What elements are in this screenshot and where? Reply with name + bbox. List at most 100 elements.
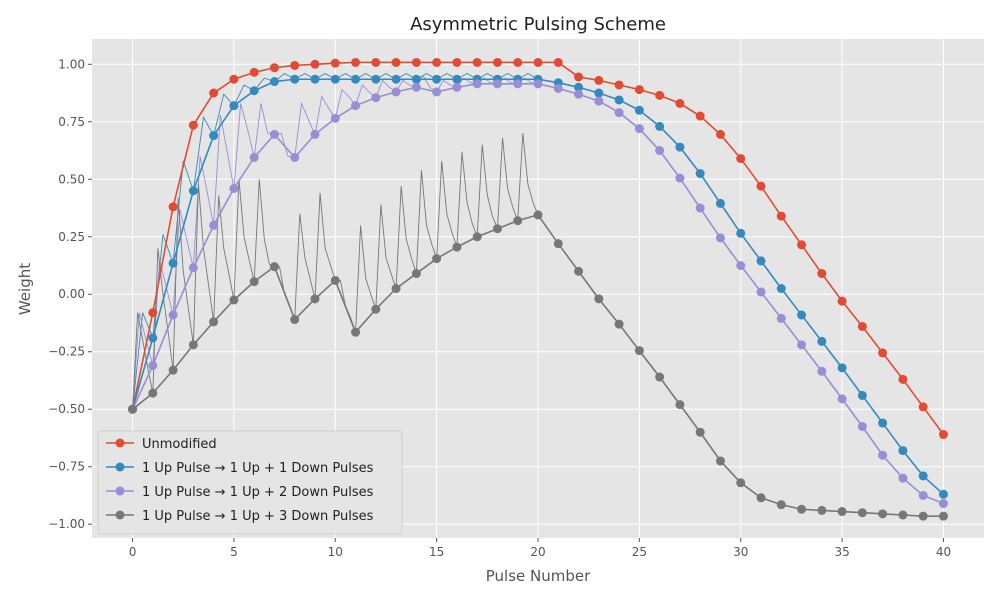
data-point	[878, 418, 888, 428]
data-point	[290, 74, 300, 84]
x-tick-label: 25	[632, 545, 647, 559]
data-point	[269, 77, 279, 87]
data-point	[188, 120, 198, 130]
data-point	[330, 275, 340, 285]
data-point	[837, 363, 847, 373]
data-point	[209, 88, 219, 98]
data-point	[351, 101, 361, 111]
y-axis-ticks: −1.00 −0.75 −0.50 −0.25 0.00 0.25 0.50 0.75 1.00	[48, 57, 92, 531]
legend-label: 1 Up Pulse → 1 Up + 3 Down Pulses	[142, 509, 374, 524]
data-point	[371, 93, 381, 103]
data-point	[351, 74, 361, 84]
data-point	[655, 90, 665, 100]
data-point	[776, 284, 786, 293]
data-point	[249, 67, 259, 77]
data-point	[553, 239, 563, 249]
legend-marker	[115, 462, 125, 472]
data-point	[148, 388, 158, 398]
data-point	[857, 508, 867, 518]
data-point	[432, 57, 442, 67]
data-point	[695, 111, 705, 121]
data-point	[695, 427, 705, 437]
data-point	[938, 430, 948, 440]
y-tick-label: −0.25	[48, 345, 85, 359]
data-point	[837, 394, 847, 404]
data-point	[857, 421, 867, 431]
data-point	[817, 366, 827, 376]
data-point	[249, 86, 259, 96]
data-point	[736, 154, 746, 164]
data-point	[391, 87, 401, 97]
data-point	[229, 183, 239, 193]
data-point	[452, 82, 462, 92]
data-point	[797, 310, 807, 320]
data-point	[310, 129, 320, 139]
data-point	[168, 365, 178, 375]
data-point	[736, 261, 746, 271]
data-point	[209, 131, 219, 141]
data-point	[432, 254, 442, 264]
data-point	[553, 83, 563, 93]
data-point	[229, 101, 239, 111]
data-point	[918, 402, 928, 412]
data-point	[817, 336, 827, 346]
y-tick-label: 0.75	[58, 115, 85, 129]
data-point	[675, 400, 685, 410]
data-point	[574, 266, 584, 276]
data-point	[634, 85, 644, 95]
data-point	[168, 310, 178, 320]
legend-marker	[115, 486, 125, 496]
data-point	[655, 146, 665, 156]
data-point	[533, 210, 543, 220]
data-point	[857, 390, 867, 400]
data-point	[269, 262, 279, 272]
data-point	[411, 57, 421, 67]
data-point	[634, 124, 644, 134]
data-point	[898, 446, 908, 456]
legend-label: 1 Up Pulse → 1 Up + 1 Down Pulses	[142, 461, 374, 476]
data-point	[168, 258, 178, 268]
data-point	[269, 63, 279, 73]
data-point	[675, 173, 685, 183]
data-point	[574, 72, 584, 82]
y-tick-label: −0.75	[48, 460, 85, 474]
data-point	[229, 74, 239, 84]
data-point	[249, 277, 259, 287]
data-point	[330, 58, 340, 68]
data-point	[513, 79, 523, 89]
data-point	[351, 57, 361, 67]
legend: Unmodified 1 Up Pulse → 1 Up + 1 Down Pul…	[97, 430, 403, 535]
data-point	[736, 228, 746, 238]
chart-title: Asymmetric Pulsing Scheme	[410, 14, 666, 35]
legend-label: 1 Up Pulse → 1 Up + 2 Down Pulses	[142, 485, 374, 500]
data-point	[310, 74, 320, 84]
data-point	[391, 284, 401, 293]
data-point	[492, 57, 502, 67]
data-point	[188, 340, 198, 350]
data-point	[249, 152, 259, 162]
data-point	[756, 181, 766, 191]
x-axis-ticks: 0 5 10 15 20 25 30 35 40	[129, 538, 951, 559]
data-point	[472, 57, 482, 67]
data-point	[148, 333, 158, 343]
x-tick-label: 15	[429, 545, 444, 559]
data-point	[188, 186, 198, 196]
data-point	[837, 296, 847, 306]
data-point	[898, 473, 908, 483]
data-point	[148, 308, 158, 318]
data-point	[837, 507, 847, 517]
data-point	[938, 489, 948, 499]
data-point	[634, 105, 644, 115]
data-point	[695, 169, 705, 179]
y-tick-label: 0.25	[58, 230, 85, 244]
data-point	[411, 269, 421, 279]
data-point	[938, 499, 948, 509]
data-point	[675, 98, 685, 108]
data-point	[209, 317, 219, 327]
data-point	[756, 493, 766, 503]
data-point	[594, 75, 604, 85]
x-tick-label: 30	[733, 545, 748, 559]
data-point	[128, 404, 138, 414]
data-point	[371, 74, 381, 84]
